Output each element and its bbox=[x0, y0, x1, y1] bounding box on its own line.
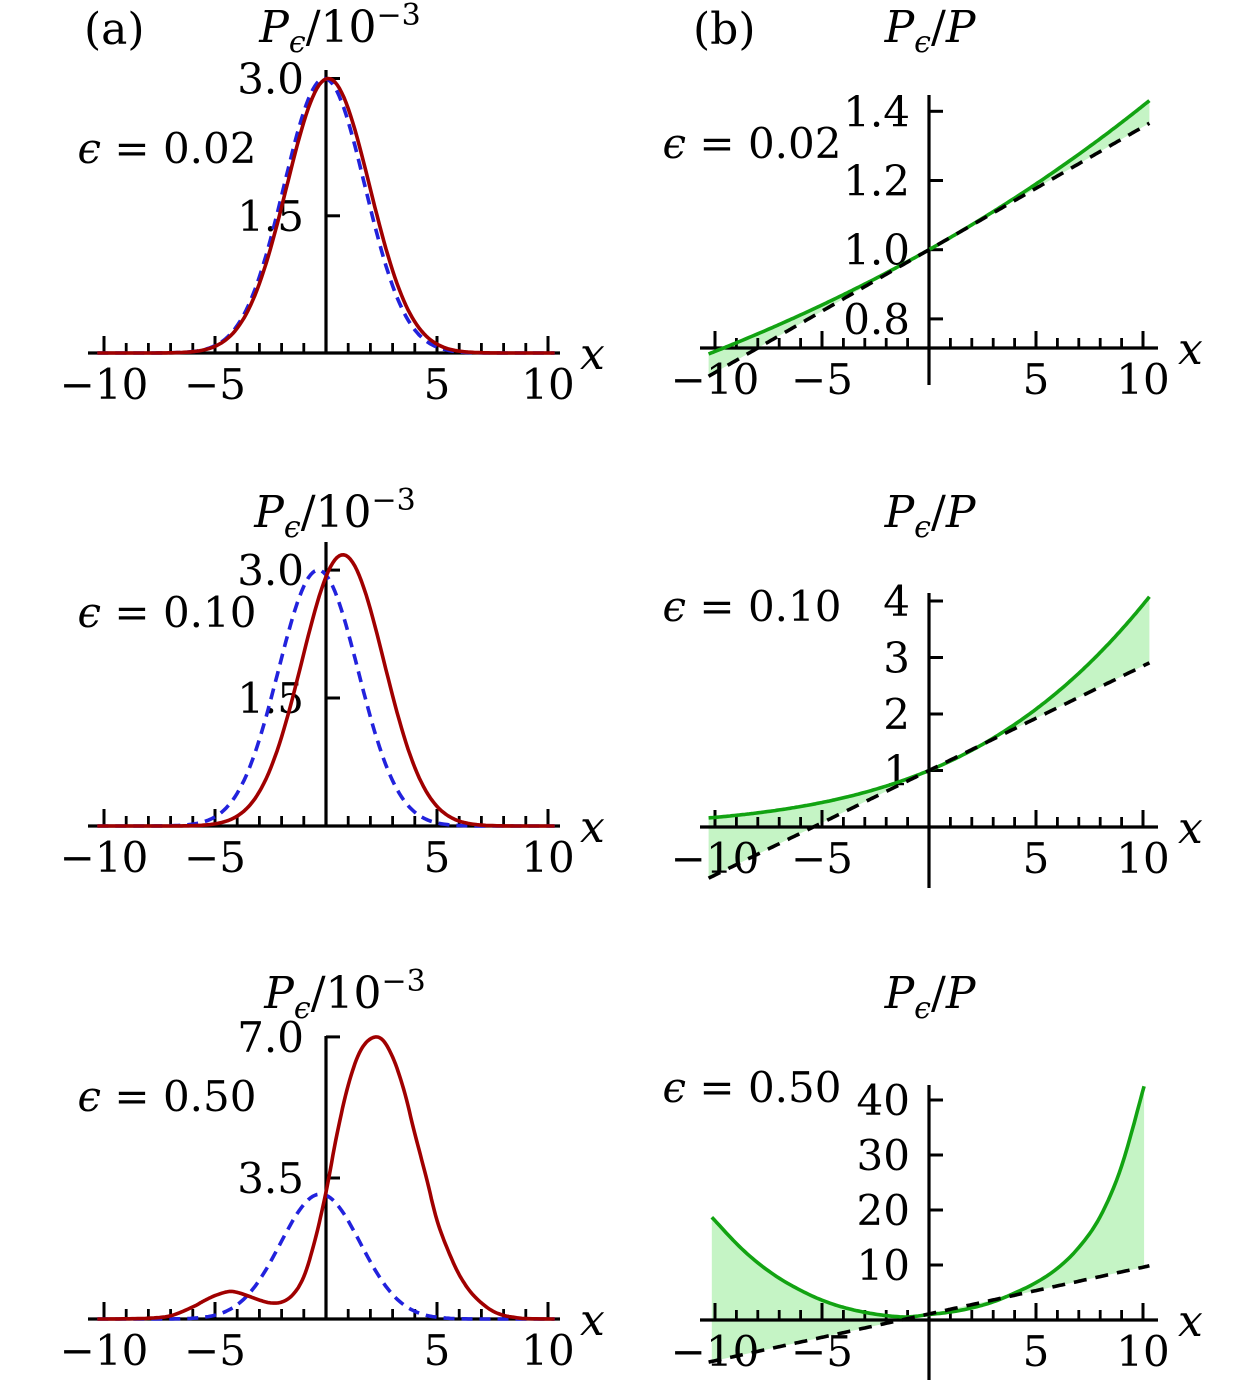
svg-text:−10: −10 bbox=[60, 1326, 149, 1375]
svg-text:4: 4 bbox=[883, 577, 910, 626]
series-a3-1 bbox=[97, 1035, 555, 1321]
svg-text:−5: −5 bbox=[791, 834, 853, 883]
fill-region bbox=[711, 1086, 1145, 1362]
svg-text:1.2: 1.2 bbox=[843, 157, 910, 206]
tick-labels: −10 −5 5 10 10 20 30 40 bbox=[671, 1076, 1170, 1376]
series-b3-1 bbox=[708, 1264, 1150, 1364]
svg-text:10: 10 bbox=[521, 1326, 574, 1375]
series-b2-1 bbox=[707, 661, 1151, 880]
svg-text:−5: −5 bbox=[791, 355, 853, 404]
svg-text:5: 5 bbox=[1023, 1327, 1050, 1376]
svg-text:−5: −5 bbox=[791, 1327, 853, 1376]
x-axis-label: x bbox=[580, 1295, 605, 1346]
svg-text:10: 10 bbox=[1116, 834, 1169, 883]
svg-text:5: 5 bbox=[424, 360, 451, 409]
svg-text:−5: −5 bbox=[184, 833, 246, 882]
panel-b3: −10 −5 5 10 10 20 30 40 Pϵ/P ϵ = 0.50 x bbox=[663, 968, 1203, 1380]
epsilon-label: ϵ = 0.50 bbox=[78, 1072, 257, 1121]
epsilon-label: ϵ = 0.50 bbox=[663, 1063, 842, 1112]
series-b1-1 bbox=[707, 121, 1151, 378]
tick-labels: −10 −5 5 100.81.01.21.4 bbox=[671, 87, 1170, 404]
x-axis-label: x bbox=[580, 329, 605, 380]
tick-labels: −10 −5 5 101.53.0 bbox=[60, 546, 575, 882]
panel-title: Pϵ/10−3 bbox=[258, 0, 420, 60]
svg-text:10: 10 bbox=[857, 1241, 910, 1290]
tick-labels: −10 −5 5 10 3.5 7.0 bbox=[60, 1013, 575, 1375]
fill-region bbox=[708, 596, 1150, 879]
svg-text:5: 5 bbox=[424, 833, 451, 882]
svg-text:10: 10 bbox=[521, 833, 574, 882]
svg-text:5: 5 bbox=[424, 1326, 451, 1375]
svg-text:−10: −10 bbox=[671, 1327, 760, 1376]
panel-title: Pϵ/10−3 bbox=[263, 964, 425, 1026]
svg-text:−10: −10 bbox=[60, 833, 149, 882]
tick-labels: −10 −5 5 10 1.5 3.0 bbox=[60, 55, 575, 410]
panel-a3: −10 −5 5 10 3.5 7.0Pϵ/10−3ϵ = 0.50 x bbox=[60, 964, 605, 1375]
panel-title: Pϵ/P bbox=[884, 487, 977, 545]
svg-text:3.0: 3.0 bbox=[237, 546, 304, 595]
svg-text:30: 30 bbox=[857, 1131, 910, 1180]
svg-text:−10: −10 bbox=[60, 360, 149, 409]
panel-title: Pϵ/10−3 bbox=[253, 483, 415, 545]
x-axis-label: x bbox=[580, 802, 605, 853]
panel-label-a: (a) bbox=[84, 4, 145, 55]
svg-text:−10: −10 bbox=[671, 355, 760, 404]
svg-text:5: 5 bbox=[1023, 834, 1050, 883]
svg-text:3.0: 3.0 bbox=[237, 55, 304, 104]
panel-a1: −10 −5 5 10 1.5 3.0Pϵ/10−3 ϵ = 0.02 x bbox=[60, 0, 605, 409]
svg-text:10: 10 bbox=[521, 360, 574, 409]
x-axis-label: x bbox=[1178, 1296, 1203, 1347]
tick-marks bbox=[713, 599, 1145, 827]
x-axis-label: x bbox=[1178, 324, 1203, 375]
svg-text:2: 2 bbox=[883, 690, 910, 739]
epsilon-label: ϵ = 0.10 bbox=[78, 588, 257, 637]
svg-text:40: 40 bbox=[857, 1076, 910, 1125]
svg-text:10: 10 bbox=[1116, 355, 1169, 404]
epsilon-label: ϵ = 0.02 bbox=[663, 119, 842, 168]
svg-text:0.8: 0.8 bbox=[843, 295, 910, 344]
epsilon-label: ϵ = 0.10 bbox=[663, 582, 842, 631]
panel-a2: −10 −5 5 101.53.0Pϵ/10−3ϵ = 0.10x bbox=[60, 483, 605, 882]
panel-title: Pϵ/P bbox=[884, 2, 977, 60]
svg-text:1.4: 1.4 bbox=[843, 87, 910, 136]
svg-text:20: 20 bbox=[857, 1186, 910, 1235]
svg-text:3.5: 3.5 bbox=[237, 1154, 304, 1203]
svg-text:10: 10 bbox=[1116, 1327, 1169, 1376]
svg-text:−5: −5 bbox=[184, 360, 246, 409]
epsilon-label: ϵ = 0.02 bbox=[78, 124, 257, 173]
x-axis-label: x bbox=[1178, 803, 1203, 854]
panel-title: Pϵ/P bbox=[884, 968, 977, 1026]
panel-b1: −10 −5 5 100.81.01.21.4Pϵ/Pϵ = 0.02x bbox=[663, 2, 1203, 404]
svg-text:3: 3 bbox=[883, 634, 910, 683]
svg-text:−5: −5 bbox=[184, 1326, 246, 1375]
tick-marks bbox=[713, 109, 1145, 348]
svg-text:7.0: 7.0 bbox=[237, 1013, 304, 1062]
panel-label-b: (b) bbox=[693, 4, 756, 55]
series-a2-1 bbox=[97, 553, 555, 828]
series-a1-1 bbox=[97, 76, 555, 355]
svg-text:1.5: 1.5 bbox=[237, 192, 304, 241]
svg-text:5: 5 bbox=[1023, 355, 1050, 404]
